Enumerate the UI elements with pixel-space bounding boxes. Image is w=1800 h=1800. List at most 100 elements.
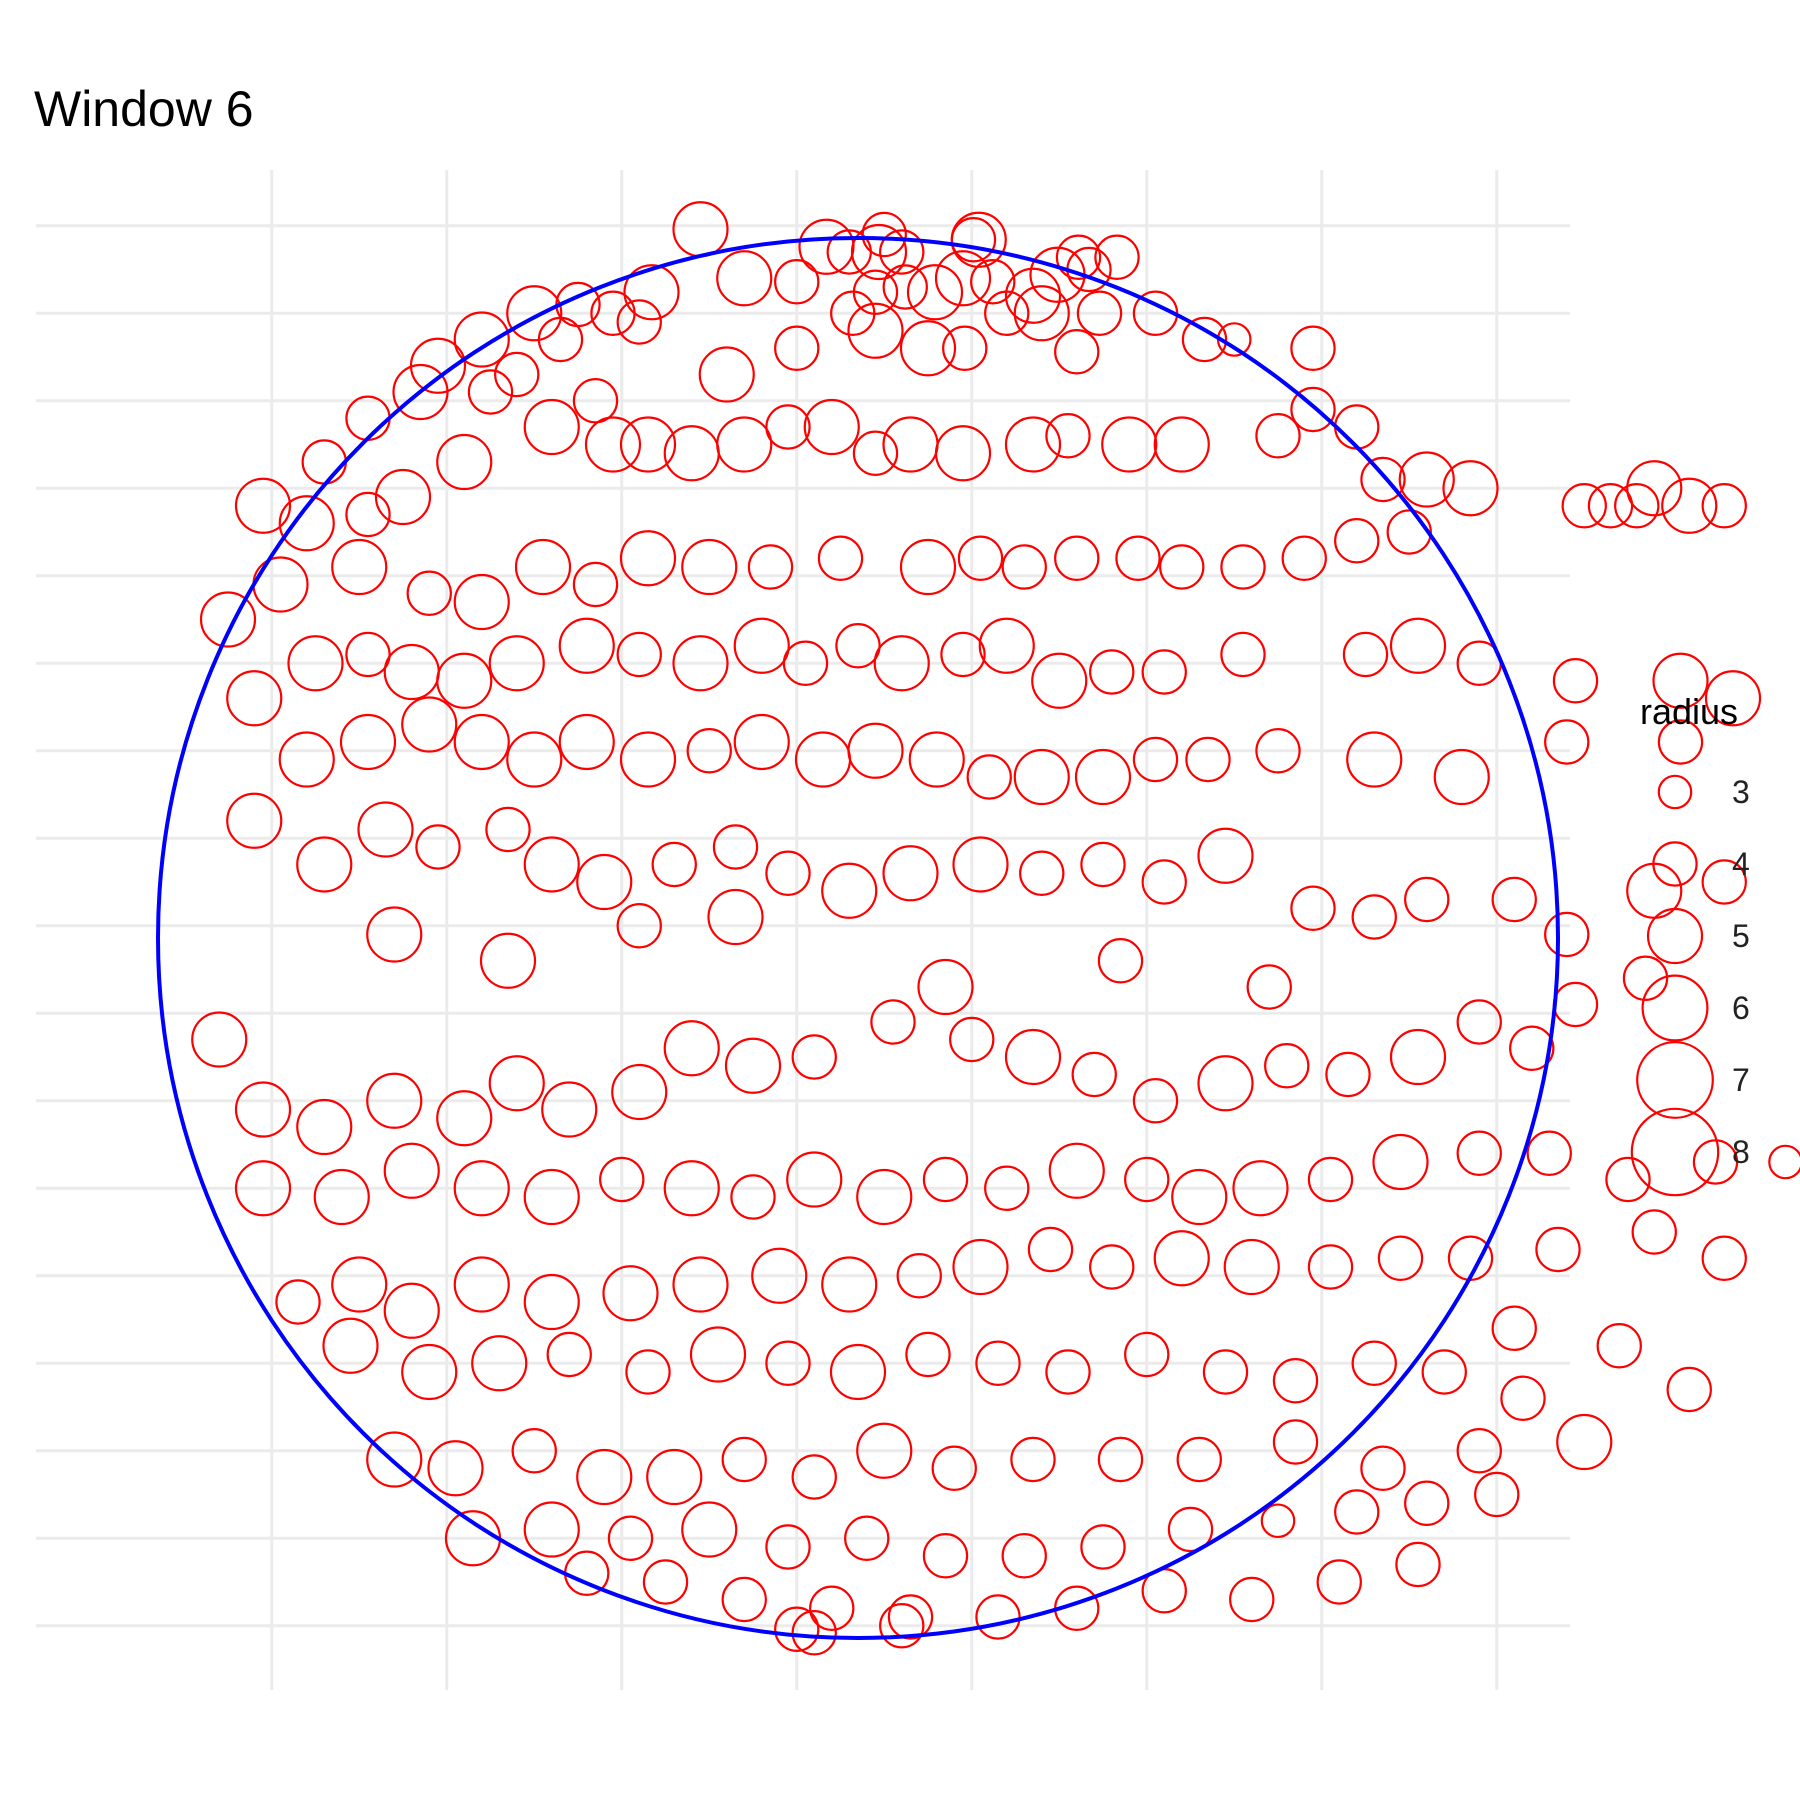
data-point <box>698 346 755 403</box>
data-point <box>467 369 514 415</box>
data-point <box>1389 1028 1447 1086</box>
data-point <box>835 623 881 669</box>
data-point <box>1181 316 1228 363</box>
data-point <box>1526 1130 1572 1176</box>
legend-label: 5 <box>1732 918 1750 954</box>
data-point <box>485 806 531 853</box>
data-point <box>873 635 930 692</box>
data-point <box>345 395 391 441</box>
data-point <box>765 1524 811 1570</box>
data-point <box>1456 999 1502 1045</box>
data-point <box>1561 483 1607 529</box>
data-point <box>774 259 820 305</box>
legend-key <box>1646 907 1704 965</box>
legend-key <box>1657 774 1693 810</box>
data-point <box>366 1431 423 1488</box>
data-point <box>234 1160 292 1217</box>
data-point <box>1500 1375 1546 1421</box>
data-point <box>278 495 335 552</box>
data-point <box>1153 416 1210 473</box>
data-point <box>906 264 964 321</box>
data-point <box>826 229 872 275</box>
data-point <box>1115 535 1161 581</box>
data-point <box>1605 1156 1651 1203</box>
data-point <box>1141 649 1187 695</box>
data-point <box>751 1247 808 1304</box>
data-point <box>847 302 904 359</box>
data-point <box>1045 413 1091 459</box>
data-point <box>663 1160 720 1217</box>
data-point <box>791 1610 837 1656</box>
data-point <box>934 250 992 307</box>
data-point <box>1159 544 1205 590</box>
data-point <box>856 1422 913 1479</box>
legend-label: 7 <box>1732 1062 1750 1098</box>
data-point <box>1626 460 1683 517</box>
data-point <box>672 1256 729 1313</box>
data-point <box>1701 483 1747 529</box>
data-point <box>1004 1028 1062 1086</box>
data-point <box>1001 1533 1047 1579</box>
data-point <box>681 1501 738 1558</box>
data-point <box>663 1020 720 1077</box>
data-point <box>899 538 957 596</box>
data-point <box>345 631 391 678</box>
data-point <box>1281 535 1327 581</box>
data-point <box>599 1156 645 1203</box>
data-point <box>646 1448 703 1506</box>
data-point <box>1556 1413 1613 1471</box>
data-point <box>1334 1489 1380 1535</box>
data-point <box>821 862 878 919</box>
legend-key <box>1641 974 1709 1042</box>
data-point <box>1701 1235 1747 1281</box>
data-point <box>1055 234 1102 280</box>
data-point <box>1076 290 1123 336</box>
data-point <box>1031 652 1088 709</box>
data-point <box>978 617 1035 674</box>
data-point <box>642 1559 689 1605</box>
data-point <box>1614 483 1660 529</box>
data-point <box>1097 1436 1144 1483</box>
data-point <box>765 1340 811 1386</box>
data-point <box>1442 460 1499 517</box>
data-point <box>829 1343 887 1401</box>
data-point <box>1342 631 1389 678</box>
data-point <box>1404 1480 1450 1526</box>
data-point <box>1334 404 1380 450</box>
data-point <box>1167 1506 1214 1553</box>
data-point <box>1089 649 1135 695</box>
data-point <box>1132 1078 1179 1124</box>
data-point <box>392 363 449 421</box>
data-point <box>1013 748 1070 806</box>
data-point <box>672 201 729 258</box>
data-point <box>791 1034 837 1080</box>
data-point <box>1316 1559 1362 1605</box>
data-point <box>672 635 729 692</box>
data-point <box>984 1165 1030 1211</box>
data-point <box>1351 894 1397 940</box>
data-point <box>1089 1244 1135 1290</box>
data-point <box>733 617 790 674</box>
data-point <box>1587 483 1634 529</box>
data-point <box>651 841 697 888</box>
data-point <box>1666 1366 1712 1413</box>
data-point <box>931 1445 977 1491</box>
data-point <box>616 903 662 949</box>
data-point <box>1596 1323 1642 1369</box>
data-point <box>1176 1436 1222 1483</box>
data-point <box>882 264 928 310</box>
data-point <box>1307 1156 1354 1203</box>
data-point <box>1185 736 1231 783</box>
data-point <box>453 311 510 368</box>
data-point <box>471 1335 528 1392</box>
data-point <box>523 1168 580 1226</box>
data-point <box>611 1063 668 1121</box>
data-point <box>331 1256 388 1313</box>
data-point <box>1001 544 1047 590</box>
data-point <box>882 416 939 473</box>
data-point <box>882 845 939 902</box>
data-point <box>572 561 619 608</box>
data-point <box>275 1279 321 1325</box>
data-point <box>917 958 974 1016</box>
data-point <box>607 1515 654 1561</box>
